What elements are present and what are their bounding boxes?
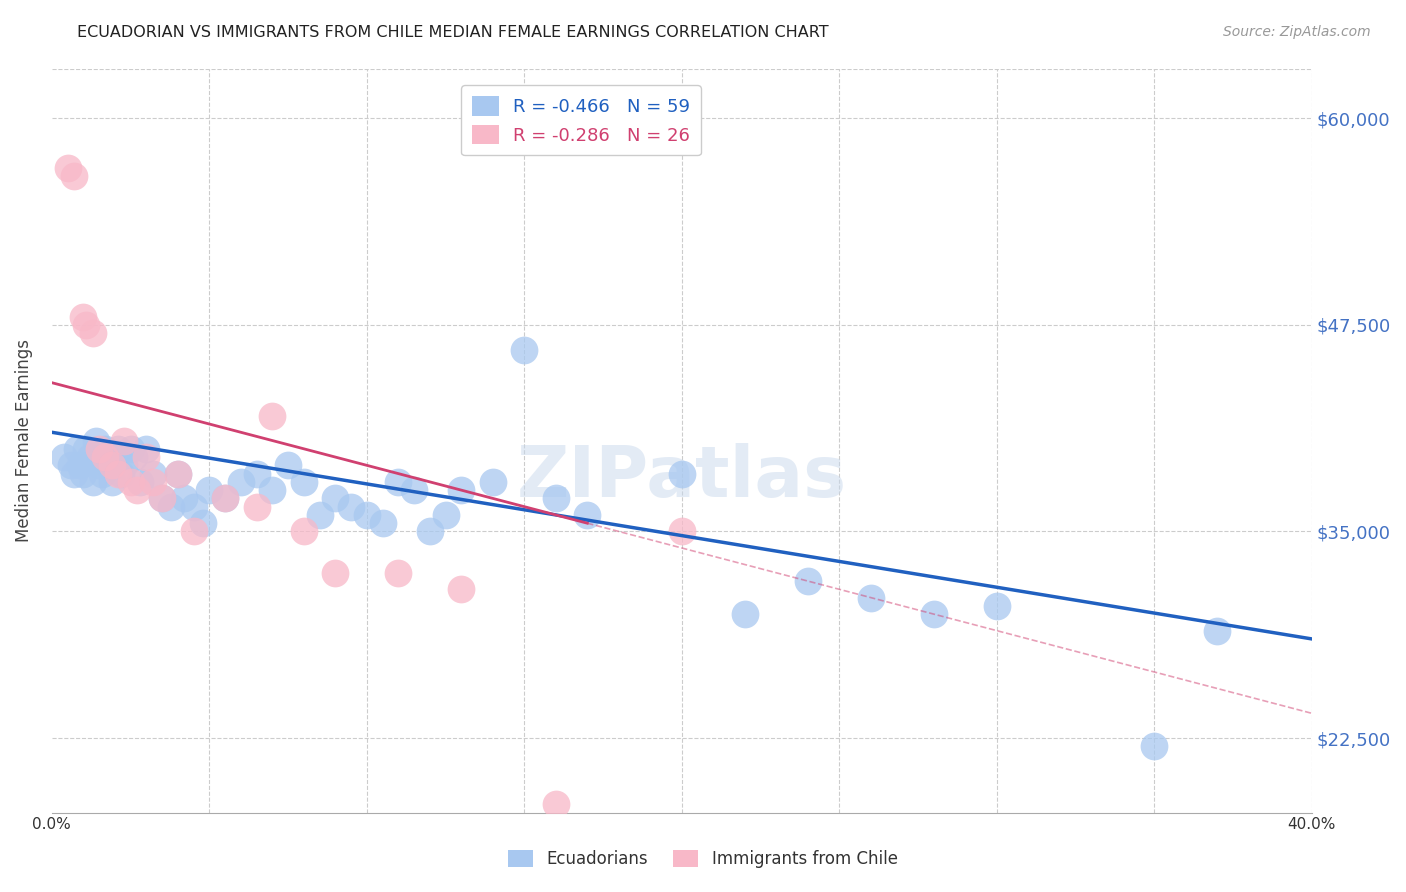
Point xyxy=(150,491,173,506)
Point xyxy=(166,467,188,481)
Point xyxy=(262,409,284,423)
Point xyxy=(66,442,89,456)
Point xyxy=(387,475,409,489)
Point xyxy=(107,442,129,456)
Point xyxy=(513,343,536,357)
Point xyxy=(544,797,567,812)
Point xyxy=(112,458,135,473)
Point xyxy=(544,491,567,506)
Point xyxy=(142,475,165,489)
Point xyxy=(142,467,165,481)
Point xyxy=(69,458,91,473)
Legend: R = -0.466   N = 59, R = -0.286   N = 26: R = -0.466 N = 59, R = -0.286 N = 26 xyxy=(461,85,702,155)
Point xyxy=(402,483,425,497)
Point xyxy=(671,467,693,481)
Y-axis label: Median Female Earnings: Median Female Earnings xyxy=(15,339,32,542)
Point xyxy=(87,442,110,456)
Text: ZIPatlas: ZIPatlas xyxy=(517,443,846,512)
Point xyxy=(1206,624,1229,638)
Point xyxy=(120,442,142,456)
Point xyxy=(922,607,945,621)
Point xyxy=(191,516,214,531)
Point xyxy=(122,450,145,464)
Point xyxy=(576,508,599,522)
Point xyxy=(245,467,267,481)
Point xyxy=(986,599,1008,613)
Point xyxy=(79,450,101,464)
Point xyxy=(262,483,284,497)
Point xyxy=(166,467,188,481)
Point xyxy=(62,169,84,183)
Point xyxy=(135,442,157,456)
Point xyxy=(72,310,94,324)
Point xyxy=(129,475,152,489)
Point xyxy=(82,326,104,340)
Point xyxy=(734,607,756,621)
Point xyxy=(84,434,107,448)
Point xyxy=(214,491,236,506)
Point xyxy=(183,524,205,539)
Point xyxy=(100,458,122,473)
Point xyxy=(419,524,441,539)
Point xyxy=(214,491,236,506)
Point xyxy=(150,491,173,506)
Point xyxy=(91,467,114,481)
Point xyxy=(292,475,315,489)
Text: ECUADORIAN VS IMMIGRANTS FROM CHILE MEDIAN FEMALE EARNINGS CORRELATION CHART: ECUADORIAN VS IMMIGRANTS FROM CHILE MEDI… xyxy=(77,25,830,40)
Point xyxy=(387,566,409,580)
Point xyxy=(1143,739,1166,754)
Point xyxy=(198,483,221,497)
Point xyxy=(75,318,97,332)
Point xyxy=(323,566,346,580)
Point xyxy=(371,516,394,531)
Point xyxy=(245,500,267,514)
Point xyxy=(59,458,82,473)
Point xyxy=(110,467,132,481)
Point xyxy=(450,483,472,497)
Point xyxy=(671,524,693,539)
Point xyxy=(173,491,195,506)
Point xyxy=(72,467,94,481)
Point xyxy=(229,475,252,489)
Point xyxy=(340,500,363,514)
Point xyxy=(82,475,104,489)
Point xyxy=(797,574,820,588)
Point xyxy=(94,450,117,464)
Point xyxy=(107,467,129,481)
Point xyxy=(356,508,378,522)
Point xyxy=(277,458,299,473)
Point xyxy=(56,161,79,175)
Point xyxy=(125,483,148,497)
Point xyxy=(97,458,120,473)
Point xyxy=(75,442,97,456)
Point xyxy=(120,475,142,489)
Text: Source: ZipAtlas.com: Source: ZipAtlas.com xyxy=(1223,25,1371,39)
Point xyxy=(481,475,503,489)
Point xyxy=(323,491,346,506)
Point xyxy=(859,591,882,605)
Point xyxy=(94,442,117,456)
Point xyxy=(104,450,127,464)
Point xyxy=(135,450,157,464)
Point xyxy=(183,500,205,514)
Point xyxy=(450,582,472,597)
Point xyxy=(112,434,135,448)
Point xyxy=(160,500,183,514)
Point xyxy=(100,475,122,489)
Point xyxy=(87,458,110,473)
Point xyxy=(292,524,315,539)
Point xyxy=(308,508,330,522)
Point xyxy=(434,508,457,522)
Point xyxy=(62,467,84,481)
Point xyxy=(53,450,76,464)
Legend: Ecuadorians, Immigrants from Chile: Ecuadorians, Immigrants from Chile xyxy=(502,843,904,875)
